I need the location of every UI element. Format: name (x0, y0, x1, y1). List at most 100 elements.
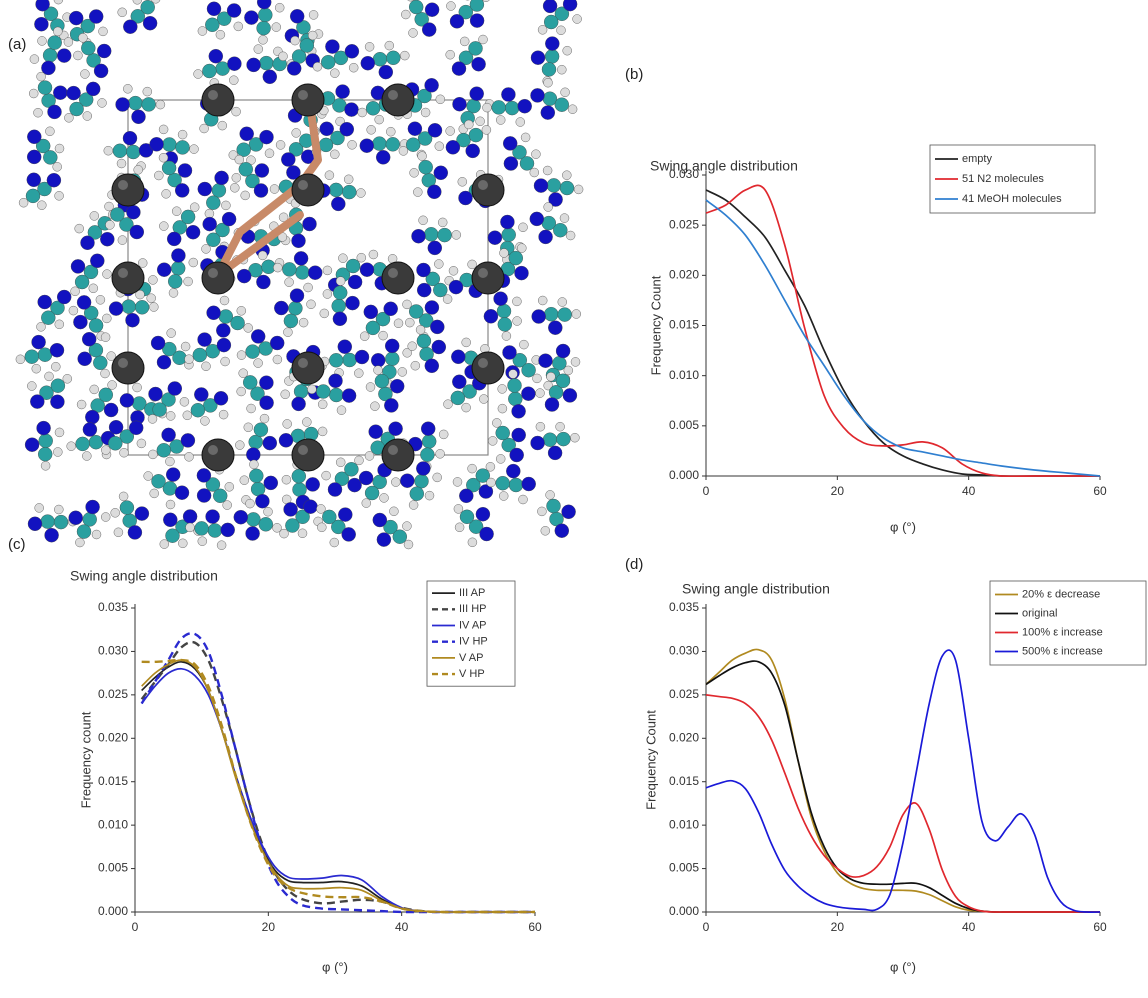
metal-atom (291, 351, 325, 385)
atom (545, 36, 560, 51)
series-line (141, 660, 535, 913)
y-tick-label: 0.010 (669, 817, 699, 831)
atom (506, 463, 521, 479)
atom (354, 455, 364, 466)
atom (238, 368, 248, 378)
atom (206, 195, 221, 210)
atom (74, 223, 84, 234)
atom (149, 302, 159, 312)
atom (471, 56, 486, 72)
atom (407, 121, 423, 136)
atom (421, 421, 436, 436)
atom (257, 0, 272, 10)
atom (333, 285, 348, 300)
atom (239, 126, 254, 142)
atom (530, 50, 546, 65)
atom (538, 229, 553, 245)
atom (197, 181, 213, 197)
atom (390, 379, 405, 394)
atom (81, 332, 97, 347)
atom (469, 86, 484, 101)
atom (417, 151, 427, 161)
atom (154, 170, 164, 181)
atom (507, 378, 522, 393)
atom (517, 98, 532, 114)
atom (445, 126, 455, 136)
atom (318, 137, 334, 153)
atom (245, 344, 260, 359)
atom (39, 385, 54, 400)
atom (535, 422, 546, 432)
atom (194, 387, 209, 402)
atom (221, 200, 231, 211)
series-line (705, 199, 1101, 477)
atom (530, 435, 545, 451)
atom (64, 113, 74, 123)
y-tick-label: 0.025 (669, 217, 699, 231)
atom (165, 411, 176, 421)
atom (102, 313, 112, 324)
atom (383, 301, 398, 316)
atom (35, 0, 50, 12)
atom (240, 190, 250, 201)
atom (542, 0, 558, 14)
atom (213, 391, 229, 406)
atom (540, 526, 550, 536)
x-axis-label: φ (°) (890, 519, 916, 534)
atom (461, 402, 471, 413)
atom (329, 537, 339, 548)
atom (431, 339, 446, 355)
atom (427, 123, 443, 138)
atom (335, 276, 346, 286)
atom (349, 62, 359, 73)
atom (445, 50, 455, 60)
atom (108, 436, 123, 451)
atom (216, 540, 227, 550)
atom (427, 184, 442, 200)
atom (112, 143, 128, 159)
atom (565, 230, 576, 241)
atom (248, 434, 263, 450)
atom (288, 301, 303, 316)
atom (179, 397, 190, 407)
atom (119, 393, 135, 408)
atom (331, 298, 346, 314)
atom (233, 510, 249, 525)
atom (424, 490, 435, 501)
atom (478, 484, 494, 499)
legend-label: V AP (459, 652, 483, 664)
atom (131, 109, 146, 125)
y-tick-label: 0.035 (98, 600, 128, 614)
y-tick-label: 0.010 (669, 368, 699, 382)
atom (557, 64, 567, 75)
atom (46, 172, 62, 188)
atom (49, 343, 65, 358)
atom (165, 499, 176, 510)
atom (483, 309, 499, 324)
atom (303, 282, 313, 293)
atom (88, 283, 99, 293)
atom (115, 97, 130, 112)
atom (521, 476, 536, 492)
atom (518, 222, 528, 233)
atom (236, 268, 252, 284)
atom (562, 46, 572, 56)
atom (467, 537, 478, 547)
atom (508, 250, 523, 266)
atom (497, 384, 507, 394)
atom (284, 277, 294, 287)
atom (410, 361, 420, 371)
atom (180, 341, 191, 352)
y-tick-label: 0.020 (669, 730, 699, 744)
atom (56, 48, 72, 63)
atom (364, 451, 375, 461)
x-tick-label: 20 (262, 920, 276, 934)
atom (365, 320, 381, 336)
atom (78, 33, 88, 43)
atom (62, 374, 73, 384)
atom (548, 320, 563, 335)
atom (165, 456, 175, 467)
metal-highlight (478, 268, 488, 278)
atom (319, 308, 329, 319)
atom (27, 129, 42, 145)
